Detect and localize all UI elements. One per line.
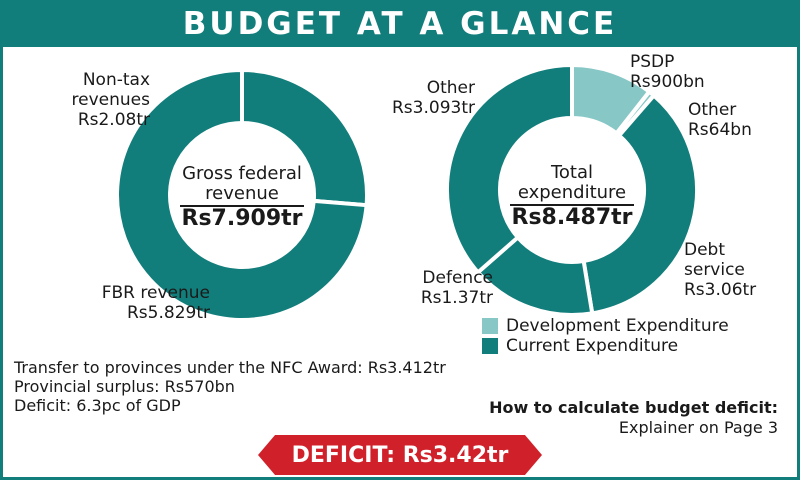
revenue-slice-0 <box>240 67 369 208</box>
legend-development: Development Expenditure <box>482 316 729 336</box>
other-current-line-1: Other <box>426 78 475 98</box>
fbr-value: Rs5.829tr <box>127 303 210 323</box>
page-title: BUDGET AT A GLANCE <box>0 0 800 47</box>
legend-current: Current Expenditure <box>482 336 678 356</box>
legend-swatch-development <box>482 318 498 334</box>
non-tax-value: Rs2.08tr <box>77 110 150 130</box>
psdp-line-1: PSDP <box>630 52 675 72</box>
label-fbr-revenue: FBR revenue Rs5.829tr <box>60 283 210 323</box>
other-dev-value: Rs64bn <box>688 120 752 140</box>
defence-line-1: Defence <box>422 268 493 288</box>
debt-line-2: service <box>684 260 745 280</box>
other-dev-line-1: Other <box>688 100 737 120</box>
revenue-divider <box>180 205 304 207</box>
expenditure-total: Rs8.487tr <box>511 205 633 230</box>
label-other-development: Other Rs64bn <box>688 100 788 140</box>
explainer-text: Explainer on Page 3 <box>618 418 778 437</box>
fbr-line-1: FBR revenue <box>101 283 210 303</box>
non-tax-line-1: Non-tax <box>82 70 150 90</box>
deficit-banner: DEFICIT: Rs3.42tr <box>258 435 542 475</box>
non-tax-line-2: revenues <box>71 90 150 110</box>
note-provincial-surplus: Provincial surplus: Rs570bn <box>14 377 235 396</box>
label-debt-service: Debt service Rs3.06tr <box>684 240 789 300</box>
revenue-title-line-2: revenue <box>205 183 279 204</box>
label-psdp: PSDP Rs900bn <box>630 52 740 92</box>
other-current-value: Rs3.093tr <box>392 98 475 118</box>
label-other-current: Other Rs3.093tr <box>360 78 475 118</box>
legend-label-development: Development Expenditure <box>506 316 729 336</box>
label-non-tax-revenues: Non-tax revenues Rs2.08tr <box>30 70 150 130</box>
expenditure-divider <box>510 204 634 206</box>
expenditure-title-line-1: Total <box>550 162 594 183</box>
explainer-box: How to calculate budget deficit: Explain… <box>489 398 778 438</box>
expenditure-center-title: Total expenditure <box>502 163 642 203</box>
debt-line-1: Debt <box>684 240 726 260</box>
debt-value: Rs3.06tr <box>684 280 757 300</box>
psdp-value: Rs900bn <box>630 72 705 92</box>
expenditure-slice-2 <box>581 92 699 316</box>
budget-notes: Transfer to provinces under the NFC Awar… <box>14 358 446 415</box>
revenue-center-title: Gross federal revenue <box>172 164 312 204</box>
note-nfc-transfer: Transfer to provinces under the NFC Awar… <box>14 358 446 377</box>
legend-label-current: Current Expenditure <box>506 336 679 356</box>
expenditure-slice-4 <box>445 62 574 276</box>
label-defence: Defence Rs1.37tr <box>385 268 493 308</box>
expenditure-title-line-2: expenditure <box>517 182 627 203</box>
revenue-slice-1 <box>115 67 369 322</box>
revenue-total: Rs7.909tr <box>181 206 303 231</box>
defence-value: Rs1.37tr <box>420 288 493 308</box>
revenue-title-line-1: Gross federal <box>182 163 302 184</box>
legend-swatch-current <box>482 338 498 354</box>
explainer-heading: How to calculate budget deficit: <box>489 398 778 417</box>
note-deficit-gdp: Deficit: 6.3pc of GDP <box>14 396 181 415</box>
